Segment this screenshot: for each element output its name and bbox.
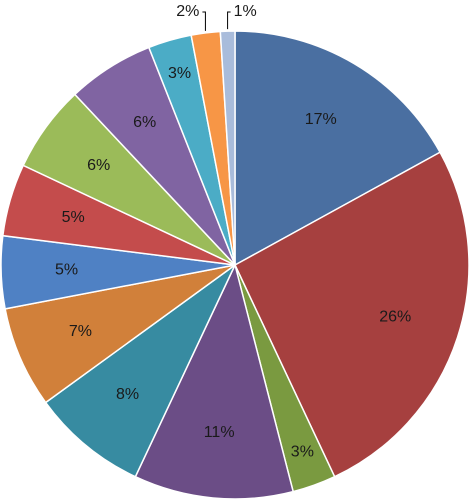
slice-label-3: 3% [291, 443, 314, 460]
leader-line-12 [202, 11, 206, 31]
pie-slice-2 [234, 151, 469, 478]
slice-label-11: 3% [168, 65, 191, 82]
pie-slice-5 [44, 264, 236, 478]
slice-label-8: 5% [62, 209, 85, 226]
labels-layer: 17% 26% 3% 11% 8% 7% 5% 5% 6% 6% 3% 2% 1% [55, 3, 411, 460]
pie-slice-4 [134, 262, 295, 500]
slice-label-6: 7% [69, 323, 92, 340]
slice-label-1: 17% [305, 111, 337, 128]
slice-label-9: 6% [87, 157, 110, 174]
slice-label-5: 8% [116, 386, 139, 403]
slice-label-2: 26% [379, 308, 411, 325]
slice-label-4: 11% [204, 424, 235, 441]
pie-slice-13 [219, 30, 236, 266]
slice-label-12: 2% [176, 3, 199, 20]
pie-slice-1 [234, 30, 442, 267]
pie-slice-6 [4, 264, 236, 404]
slice-label-7: 5% [55, 262, 78, 279]
slice-label-10: 6% [133, 114, 156, 131]
leader-line-13 [227, 11, 231, 30]
slices-layer [0, 30, 469, 500]
slice-label-13: 1% [234, 3, 257, 20]
